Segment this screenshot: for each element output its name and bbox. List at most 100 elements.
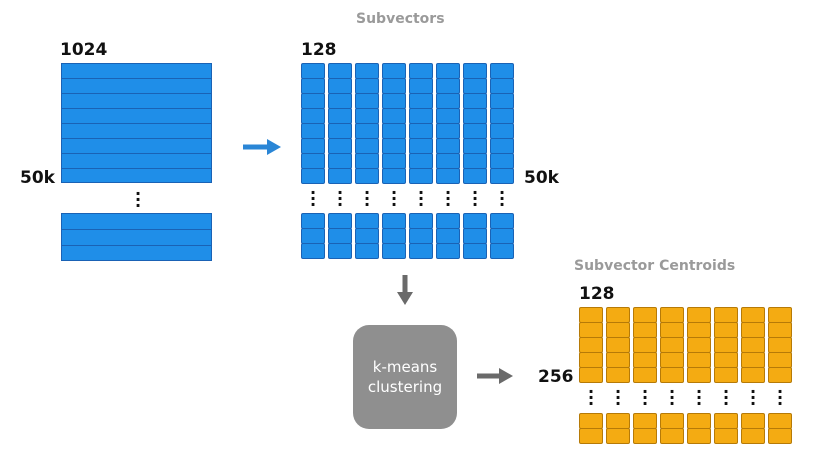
grid-cell	[579, 337, 603, 353]
grid-cell	[409, 78, 433, 94]
grid-cell	[355, 123, 379, 139]
grid-cell	[409, 123, 433, 139]
grid-cell	[714, 352, 738, 368]
grid-cell	[382, 243, 406, 259]
subvector-column	[355, 213, 379, 259]
subvector-ellipsis-row: · · · · · · · · · · · · · · · · · · · · · · · ·	[301, 183, 514, 214]
vector-row	[61, 63, 212, 78]
grid-cell	[436, 168, 460, 184]
grid-cell	[579, 322, 603, 338]
grid-cell	[714, 322, 738, 338]
vertical-ellipsis-icon: · · ·	[668, 382, 676, 413]
subvector-column	[660, 307, 684, 383]
arrow-right-icon	[243, 139, 281, 155]
subvector-column	[741, 307, 765, 383]
vector-row	[61, 93, 212, 108]
grid-cell	[355, 228, 379, 244]
centroid-dim-label: 128	[579, 284, 615, 304]
grid-cell	[328, 153, 352, 169]
grid-cell	[301, 108, 325, 124]
subvector-column	[490, 63, 514, 184]
grid-cell	[382, 168, 406, 184]
subvector-column	[768, 307, 792, 383]
subvector-dim-label: 128	[301, 40, 337, 60]
subvector-rows-label: 50k	[524, 168, 559, 188]
vector-row	[61, 168, 212, 183]
grid-cell	[606, 307, 630, 323]
subvector-column	[741, 413, 765, 444]
grid-cell	[301, 93, 325, 109]
input-dim-label: 1024	[60, 40, 108, 60]
grid-cell	[660, 307, 684, 323]
vertical-ellipsis-icon: · · ·	[309, 183, 317, 214]
grid-cell	[301, 78, 325, 94]
grid-cell	[328, 108, 352, 124]
grid-cell	[490, 63, 514, 79]
grid-cell	[436, 93, 460, 109]
subvector-column	[328, 63, 352, 184]
grid-cell	[633, 428, 657, 444]
vertical-ellipsis-icon: · · ·	[498, 183, 506, 214]
vertical-ellipsis-icon: · · ·	[722, 382, 730, 413]
grid-cell	[768, 307, 792, 323]
vertical-ellipsis-icon: · · ·	[641, 382, 649, 413]
subvector-column	[687, 413, 711, 444]
grid-cell	[409, 63, 433, 79]
grid-cell	[436, 213, 460, 229]
grid-cell	[409, 108, 433, 124]
input-matrix-top	[61, 63, 212, 183]
grid-cell	[355, 153, 379, 169]
grid-cell	[490, 93, 514, 109]
grid-cell	[660, 428, 684, 444]
grid-cell	[579, 352, 603, 368]
grid-cell	[660, 352, 684, 368]
centroid-grid-top	[579, 307, 792, 383]
grid-cell	[633, 367, 657, 383]
grid-cell	[606, 367, 630, 383]
subvector-column	[768, 413, 792, 444]
subvector-column	[606, 307, 630, 383]
grid-cell	[463, 108, 487, 124]
grid-cell	[463, 168, 487, 184]
grid-cell	[579, 307, 603, 323]
grid-cell	[660, 413, 684, 429]
grid-cell	[355, 213, 379, 229]
grid-cell	[382, 153, 406, 169]
grid-cell	[463, 243, 487, 259]
grid-cell	[409, 153, 433, 169]
grid-cell	[768, 428, 792, 444]
grid-cell	[328, 78, 352, 94]
subvector-column	[633, 413, 657, 444]
grid-cell	[714, 337, 738, 353]
subvector-grid-top	[301, 63, 514, 184]
grid-cell	[328, 123, 352, 139]
grid-cell	[633, 413, 657, 429]
grid-cell	[355, 78, 379, 94]
grid-cell	[633, 307, 657, 323]
grid-cell	[436, 123, 460, 139]
grid-cell	[490, 168, 514, 184]
grid-cell	[301, 213, 325, 229]
grid-cell	[436, 63, 460, 79]
subvector-column	[490, 213, 514, 259]
grid-cell	[436, 228, 460, 244]
grid-cell	[436, 108, 460, 124]
grid-cell	[409, 138, 433, 154]
centroids-title: Subvector Centroids	[574, 258, 736, 274]
grid-cell	[355, 108, 379, 124]
grid-cell	[463, 63, 487, 79]
subvector-column	[409, 213, 433, 259]
grid-cell	[741, 337, 765, 353]
grid-cell	[687, 428, 711, 444]
vertical-ellipsis-icon: · · ·	[134, 184, 142, 215]
arrow-down-icon	[397, 275, 413, 305]
subvector-column	[579, 413, 603, 444]
grid-cell	[382, 138, 406, 154]
grid-cell	[355, 138, 379, 154]
grid-cell	[633, 337, 657, 353]
grid-cell	[463, 78, 487, 94]
vector-row	[61, 123, 212, 138]
subvector-column	[579, 307, 603, 383]
grid-cell	[328, 228, 352, 244]
grid-cell	[301, 138, 325, 154]
